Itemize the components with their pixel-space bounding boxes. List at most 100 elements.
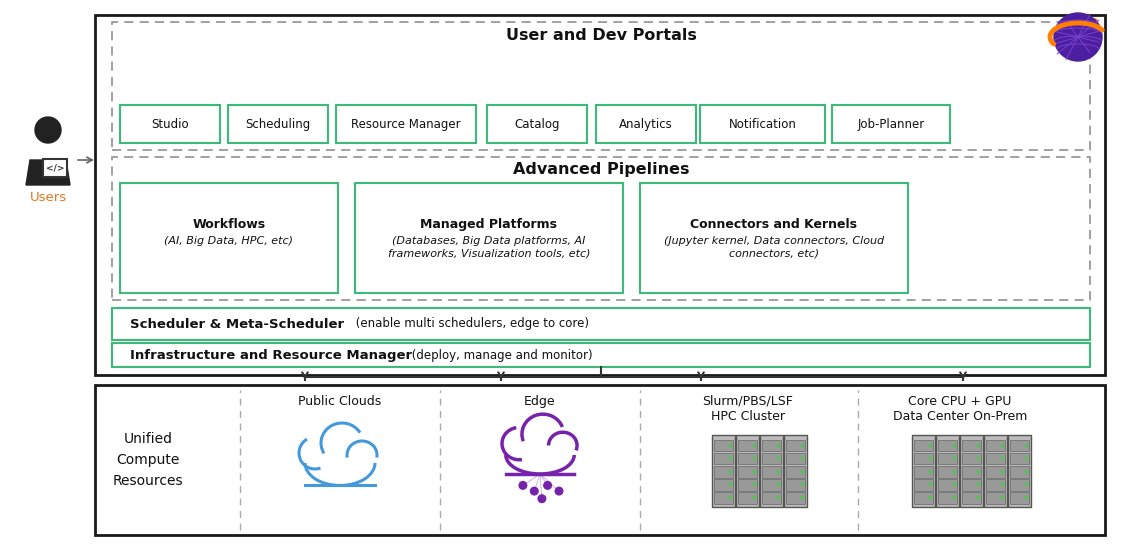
Text: Workflows: Workflows [192,219,266,231]
Circle shape [531,487,538,495]
Bar [736,435,759,507]
Bar [700,105,825,143]
Text: (Databases, Big Data platforms, AI: (Databases, Big Data platforms, AI [393,236,586,246]
Bar [938,453,957,464]
Bar [986,439,1005,451]
Bar [786,466,806,477]
Bar [760,435,783,507]
Text: Users: Users [29,191,66,203]
Bar [986,453,1005,464]
Text: Scheduler & Meta-Scheduler: Scheduler & Meta-Scheduler [130,318,344,330]
Bar [832,105,950,143]
Circle shape [1054,13,1102,61]
Text: (Jupyter kernel, Data connectors, Cloud: (Jupyter kernel, Data connectors, Cloud [664,236,884,246]
Bar [914,492,933,504]
Bar [336,105,476,143]
Bar [714,466,734,477]
Text: Infrastructure and Resource Manager: Infrastructure and Resource Manager [130,348,412,361]
Text: Core CPU + GPU
Data Center On-Prem: Core CPU + GPU Data Center On-Prem [893,395,1027,423]
Text: Edge: Edge [524,395,556,408]
Polygon shape [26,160,70,185]
Bar [962,479,981,491]
Bar [762,479,781,491]
Bar [962,492,981,504]
Bar [1010,439,1029,451]
Bar [112,22,1090,150]
Bar [786,492,806,504]
Bar [762,453,781,464]
Bar [112,157,1090,300]
Bar [960,435,983,507]
FancyBboxPatch shape [43,159,68,177]
Bar [738,439,757,451]
Text: Catalog: Catalog [514,118,560,130]
Bar [356,183,623,293]
Bar [912,435,935,507]
Bar [714,439,734,451]
Text: connectors, etc): connectors, etc) [729,249,819,259]
Bar [986,479,1005,491]
Bar [120,183,338,293]
Bar [962,439,981,451]
Bar [714,453,734,464]
Bar [1010,492,1029,504]
Bar [596,105,696,143]
Bar [936,435,958,507]
Text: Notification: Notification [729,118,796,130]
Bar [1008,435,1030,507]
Circle shape [543,482,551,489]
Bar [938,479,957,491]
Circle shape [519,482,526,489]
Text: (deploy, manage and monitor): (deploy, manage and monitor) [408,348,593,361]
Text: Scheduling: Scheduling [245,118,310,130]
Bar [762,466,781,477]
Bar [962,466,981,477]
Bar [762,439,781,451]
Circle shape [35,117,61,143]
Text: </>: </> [46,164,64,173]
Bar [487,105,587,143]
Bar [938,439,957,451]
Bar [228,105,328,143]
Text: Managed Platforms: Managed Platforms [421,219,558,231]
Bar [738,492,757,504]
Bar [1010,466,1029,477]
Bar [762,492,781,504]
Bar [112,308,1090,340]
Bar [1010,453,1029,464]
Bar [914,439,933,451]
Bar [714,479,734,491]
Bar [738,466,757,477]
Bar [94,385,1105,535]
Bar [738,479,757,491]
Bar [786,479,806,491]
Bar [986,466,1005,477]
Text: (AI, Big Data, HPC, etc): (AI, Big Data, HPC, etc) [164,236,294,246]
Bar [784,435,807,507]
Text: frameworks, Visualization tools, etc): frameworks, Visualization tools, etc) [388,249,591,259]
Bar [714,492,734,504]
Bar [986,492,1005,504]
Text: Connectors and Kernels: Connectors and Kernels [691,219,857,231]
Text: Public Clouds: Public Clouds [298,395,381,408]
Bar [712,435,735,507]
Bar [786,453,806,464]
Text: Unified
Compute
Resources: Unified Compute Resources [112,432,183,488]
Text: Resource Manager: Resource Manager [351,118,461,130]
Text: Advanced Pipelines: Advanced Pipelines [513,161,690,177]
Circle shape [538,495,546,502]
Bar [938,492,957,504]
Bar [112,343,1090,367]
Bar [962,453,981,464]
Text: (enable multi schedulers, edge to core): (enable multi schedulers, edge to core) [352,318,590,330]
Text: Job-Planner: Job-Planner [857,118,925,130]
Text: Studio: Studio [151,118,189,130]
Bar [738,453,757,464]
Text: Analytics: Analytics [619,118,673,130]
Circle shape [556,487,562,495]
Bar [914,466,933,477]
Bar [786,439,806,451]
Bar [938,466,957,477]
Bar [914,453,933,464]
Bar [120,105,220,143]
